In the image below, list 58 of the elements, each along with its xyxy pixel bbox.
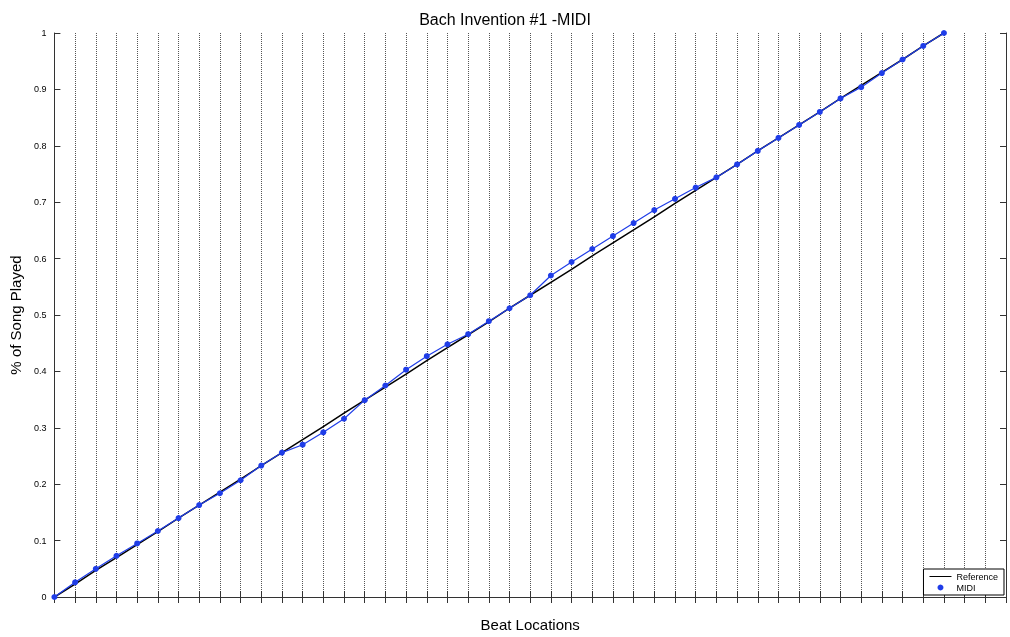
y-tick-label: 0.6 <box>33 253 47 264</box>
x-axis-title: Beat Locations <box>480 616 580 633</box>
point <box>258 462 265 469</box>
point <box>382 382 389 389</box>
y-tick-label: 0.9 <box>33 84 47 95</box>
point <box>465 331 472 338</box>
point <box>278 449 285 456</box>
point <box>72 579 79 586</box>
point <box>237 477 244 484</box>
y-tick-label: 0.8 <box>33 140 47 151</box>
y-tick-label: 0.4 <box>33 366 47 377</box>
point <box>216 490 223 497</box>
point <box>175 515 182 522</box>
point <box>361 397 368 404</box>
point <box>837 95 844 102</box>
y-tick-label: 0.7 <box>33 197 47 208</box>
legend-label: MIDI <box>956 582 976 593</box>
point <box>796 121 803 128</box>
point <box>754 147 761 154</box>
point <box>341 415 348 422</box>
point <box>816 108 823 115</box>
y-tick-label: 0.5 <box>33 310 47 320</box>
y-tick-label: 1 <box>41 28 47 38</box>
point <box>485 318 492 325</box>
point <box>134 540 141 547</box>
point <box>713 174 720 181</box>
point <box>444 341 451 348</box>
point <box>423 353 430 360</box>
point <box>672 195 679 202</box>
y-axis-title: % of Song Played <box>7 255 24 375</box>
point <box>92 565 99 572</box>
chart-title: Bach Invention #1 -MIDI <box>419 10 591 28</box>
point <box>775 134 782 141</box>
point <box>403 366 410 373</box>
point <box>878 70 885 77</box>
point <box>196 502 203 509</box>
point <box>589 246 596 253</box>
point <box>320 429 327 436</box>
point <box>920 42 927 49</box>
point <box>154 528 161 535</box>
point <box>609 233 616 240</box>
point <box>899 56 906 63</box>
point <box>113 552 120 559</box>
point <box>734 161 741 168</box>
y-tick-label: 0 <box>41 592 47 602</box>
point <box>630 220 637 227</box>
point <box>651 207 658 214</box>
point <box>506 305 513 312</box>
point <box>299 441 306 448</box>
y-tick-label: 0.2 <box>33 479 47 490</box>
point <box>940 30 947 36</box>
y-tick-label: 0.3 <box>33 422 47 433</box>
y-tick-label: 0.1 <box>33 535 47 546</box>
point <box>527 292 534 299</box>
legend-label: Reference <box>956 571 999 582</box>
point <box>858 84 865 91</box>
point <box>547 272 554 279</box>
point <box>568 258 575 265</box>
